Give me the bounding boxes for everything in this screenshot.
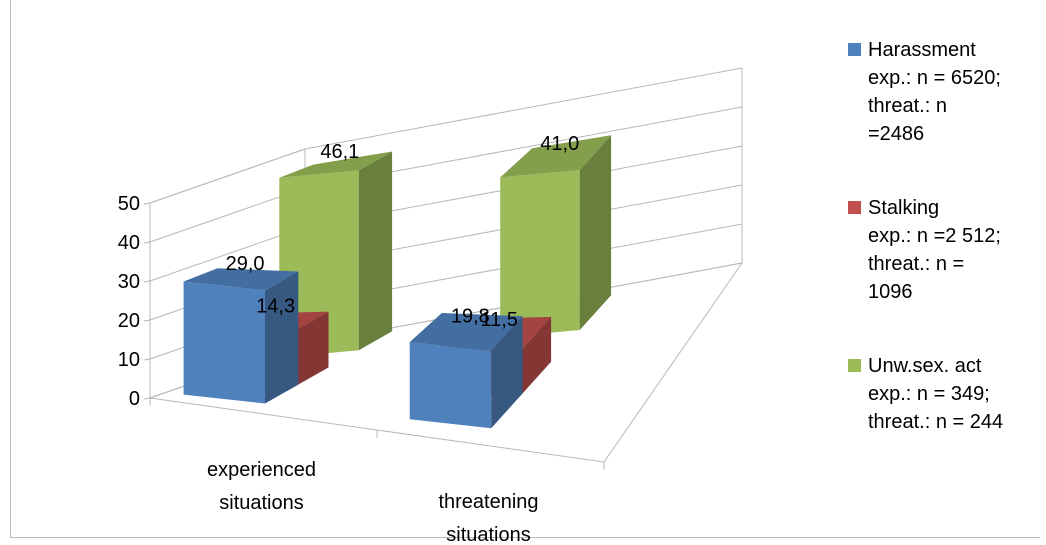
bars <box>183 135 612 429</box>
legend-label: threat.: n <box>868 95 947 117</box>
category-label: situations <box>446 524 531 545</box>
bar-side <box>491 316 523 429</box>
legend-label: =2486 <box>868 123 925 145</box>
category-label: situations <box>219 492 304 514</box>
y-tick-label: 30 <box>118 271 140 293</box>
bar-side <box>519 316 552 397</box>
y-tick-mark <box>143 241 151 244</box>
gridline <box>149 67 743 204</box>
legend-item: Stalking exp.: n =2 512; threat.: n = 1096 <box>848 194 1038 306</box>
category-labels: experienced situations threatening situatio… <box>207 459 539 545</box>
legend-label: threat.: n = 244 <box>868 411 1004 433</box>
y-tick-mark <box>143 202 151 205</box>
legend-label: exp.: n = 349; <box>868 383 990 405</box>
bar-front <box>279 170 359 358</box>
bar-front <box>183 281 265 404</box>
bar-front <box>500 170 580 338</box>
y-tick-label: 20 <box>118 310 140 332</box>
data-labels: 46,1 41,0 14,3 11,5 29,0 19,8 <box>226 133 580 331</box>
legend-swatch <box>848 359 861 372</box>
bar-top <box>279 151 393 178</box>
bar-side <box>579 135 612 330</box>
bar-harassment-1 <box>409 313 523 429</box>
bar-top <box>409 313 523 351</box>
legend-label: Harassment <box>868 39 976 61</box>
legend-label: exp.: n = 6520; <box>868 67 1001 89</box>
legend: Harassment exp.: n = 6520; threat.: n =2486… <box>848 36 1038 482</box>
bar-unw-sex-act-1 <box>500 135 612 338</box>
data-label: 29,0 <box>226 253 265 275</box>
bar-top <box>500 135 612 178</box>
legend-item: Unw.sex. act exp.: n = 349; threat.: n = 2… <box>848 352 1038 436</box>
data-label: 14,3 <box>256 296 295 318</box>
y-tick-label: 10 <box>118 349 140 371</box>
bar-side <box>295 311 329 387</box>
legend-label: threat.: n = <box>868 253 965 275</box>
legend-swatch <box>848 201 861 214</box>
y-tick-mark <box>143 280 151 283</box>
data-label: 19,8 <box>451 306 490 328</box>
y-tick-mark <box>143 358 151 361</box>
data-label: 41,0 <box>540 133 579 155</box>
category-label: experienced <box>207 459 316 481</box>
gridline <box>149 106 743 243</box>
legend-label: 1096 <box>868 281 913 303</box>
legend-swatch <box>848 43 861 56</box>
plot-area: 0 10 20 30 40 50 46,1 41,0 14,3 11,5 29,0 19,8 exp… <box>118 67 744 545</box>
legend-item: Harassment exp.: n = 6520; threat.: n =2486 <box>848 36 1038 148</box>
chart-frame <box>10 0 1040 538</box>
y-tick-mark <box>143 319 151 322</box>
bar-side <box>358 151 393 351</box>
legend-label: exp.: n =2 512; <box>868 225 1001 247</box>
bar-top <box>183 268 299 291</box>
y-tick-label: 40 <box>118 232 140 254</box>
data-label: 46,1 <box>320 141 359 163</box>
legend-label: Unw.sex. act <box>868 355 982 377</box>
bar-harassment-0 <box>183 268 299 404</box>
y-tick-label: 50 <box>118 193 140 215</box>
bar-front <box>409 342 492 429</box>
bar-side <box>265 271 299 404</box>
bar-unw-sex-act-0 <box>279 151 393 358</box>
y-tick-mark <box>143 397 151 400</box>
data-label: 11,5 <box>480 309 517 331</box>
legend-label: Stalking <box>868 197 940 219</box>
y-tick-label: 0 <box>129 388 140 410</box>
y-axis-ticks: 0 10 20 30 40 50 <box>118 193 605 470</box>
category-label: threatening <box>438 491 538 513</box>
